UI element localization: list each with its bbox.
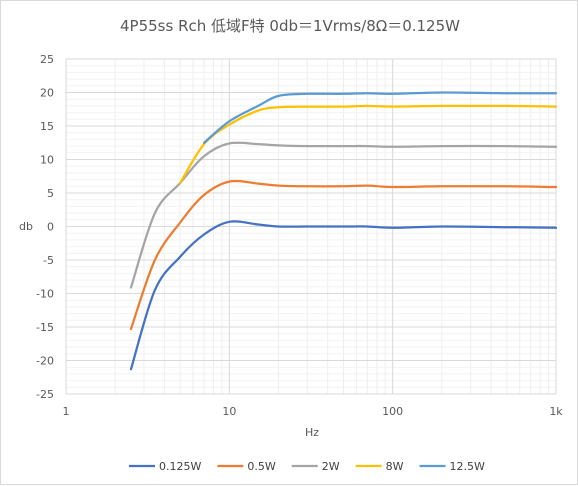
y-tick-label: 15 bbox=[40, 120, 54, 133]
y-tick-label: 20 bbox=[40, 87, 54, 100]
y-axis-label: db bbox=[19, 220, 33, 233]
y-tick-label: -25 bbox=[36, 388, 54, 401]
x-tick-label: 1k bbox=[549, 405, 563, 418]
series bbox=[129, 91, 558, 371]
legend-label: 0.125W bbox=[159, 460, 201, 473]
x-axis-label: Hz bbox=[305, 426, 319, 439]
legend-label: 12.5W bbox=[450, 460, 485, 473]
legend-label: 8W bbox=[386, 460, 404, 473]
y-tick-label: 0 bbox=[47, 221, 54, 234]
y-tick-label: 5 bbox=[47, 187, 54, 200]
chart-title: 4P55ss Rch 低域F特 0db＝1Vrms/8Ω＝0.125W bbox=[120, 17, 460, 35]
y-tick-label: -10 bbox=[36, 288, 54, 301]
x-tick-label: 100 bbox=[382, 405, 403, 418]
series-line-8W bbox=[179, 104, 558, 185]
legend: 0.125W 0.5W 2W 8W 12.5W bbox=[129, 460, 485, 473]
legend-label: 2W bbox=[322, 460, 340, 473]
x-axis-ticks: 1 10 100 1k bbox=[63, 405, 564, 418]
y-tick-label: -15 bbox=[36, 321, 54, 334]
y-axis-ticks: -25 -20 -15 -10 -5 0 5 10 15 20 25 bbox=[36, 53, 54, 401]
legend-label: 0.5W bbox=[247, 460, 275, 473]
series-line-0.125W bbox=[129, 220, 558, 371]
series-line-0.5W bbox=[129, 179, 558, 331]
series-line-12.5W bbox=[202, 91, 558, 144]
x-tick-label: 1 bbox=[63, 405, 70, 418]
x-tick-label: 10 bbox=[222, 405, 236, 418]
y-tick-label: -20 bbox=[36, 355, 54, 368]
y-tick-label: -5 bbox=[43, 254, 54, 267]
y-tick-label: 25 bbox=[40, 53, 54, 66]
y-tick-label: 10 bbox=[40, 154, 54, 167]
